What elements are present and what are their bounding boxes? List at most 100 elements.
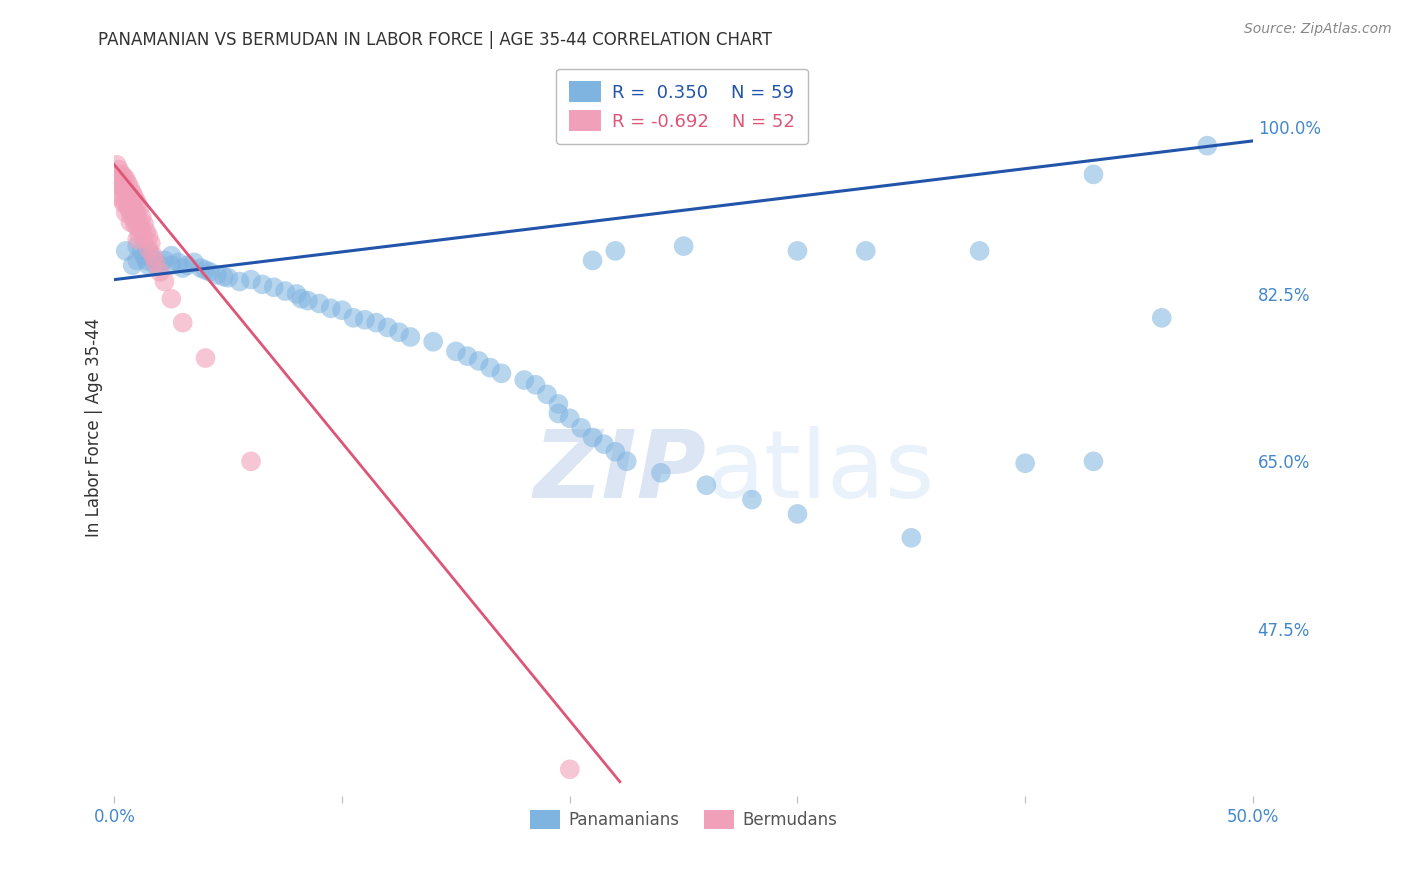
Point xyxy=(194,263,217,277)
Text: Source: ZipAtlas.com: Source: ZipAtlas.com xyxy=(1244,22,1392,37)
Point xyxy=(117,201,139,215)
Point xyxy=(120,191,142,205)
Point xyxy=(160,249,183,263)
Point xyxy=(786,244,808,258)
Point xyxy=(900,531,922,545)
Point xyxy=(855,244,877,258)
Point xyxy=(399,330,422,344)
Point xyxy=(127,232,149,246)
Point xyxy=(581,253,603,268)
Point xyxy=(160,258,183,272)
Point xyxy=(127,253,149,268)
Point xyxy=(138,258,160,272)
Point xyxy=(114,205,136,219)
Point xyxy=(536,387,558,401)
Point xyxy=(172,261,194,276)
Point xyxy=(366,316,388,330)
Point xyxy=(354,312,377,326)
Point xyxy=(616,454,638,468)
Point xyxy=(479,360,502,375)
Point xyxy=(330,303,353,318)
Point xyxy=(217,270,239,285)
Point xyxy=(252,277,274,292)
Point xyxy=(138,244,160,258)
Point xyxy=(145,258,167,272)
Point xyxy=(128,227,150,242)
Point xyxy=(285,287,308,301)
Point xyxy=(167,255,190,269)
Point xyxy=(547,407,569,421)
Point xyxy=(131,223,153,237)
Point xyxy=(190,261,212,276)
Point xyxy=(138,242,160,256)
Point xyxy=(1014,456,1036,470)
Point xyxy=(128,201,150,215)
Point xyxy=(121,211,143,225)
Point xyxy=(1150,310,1173,325)
Point xyxy=(114,182,136,196)
Point xyxy=(114,196,136,211)
Point xyxy=(172,316,194,330)
Point xyxy=(388,325,411,339)
Point xyxy=(105,177,128,191)
Point xyxy=(650,466,672,480)
Point xyxy=(558,411,581,425)
Point xyxy=(308,296,330,310)
Point xyxy=(319,301,342,316)
Point xyxy=(108,186,131,201)
Point xyxy=(605,444,627,458)
Point xyxy=(121,186,143,201)
Point xyxy=(240,454,263,468)
Point xyxy=(121,198,143,212)
Point xyxy=(605,244,627,258)
Point xyxy=(741,492,763,507)
Point xyxy=(228,275,250,289)
Point xyxy=(569,421,592,435)
Point xyxy=(127,208,149,222)
Point xyxy=(110,177,132,191)
Point xyxy=(114,244,136,258)
Point xyxy=(108,162,131,177)
Point xyxy=(138,229,160,244)
Point xyxy=(558,762,581,776)
Point xyxy=(117,186,139,201)
Y-axis label: In Labor Force | Age 35-44: In Labor Force | Age 35-44 xyxy=(86,318,103,537)
Point xyxy=(513,373,536,387)
Point xyxy=(131,211,153,225)
Point xyxy=(127,196,149,211)
Point xyxy=(124,203,146,218)
Point xyxy=(131,244,153,258)
Point xyxy=(547,397,569,411)
Point xyxy=(467,354,489,368)
Point xyxy=(377,320,399,334)
Point xyxy=(145,253,167,268)
Point xyxy=(108,172,131,186)
Point xyxy=(112,169,135,184)
Text: atlas: atlas xyxy=(706,426,935,518)
Point xyxy=(149,265,172,279)
Point xyxy=(110,167,132,181)
Point xyxy=(524,377,547,392)
Point xyxy=(132,231,155,245)
Point xyxy=(139,249,162,263)
Point xyxy=(263,280,285,294)
Point xyxy=(491,367,513,381)
Point xyxy=(1083,167,1105,181)
Point xyxy=(183,255,205,269)
Point xyxy=(786,507,808,521)
Point xyxy=(112,196,135,211)
Point xyxy=(342,310,364,325)
Point xyxy=(593,437,616,451)
Point xyxy=(290,292,312,306)
Point xyxy=(124,191,146,205)
Point xyxy=(160,292,183,306)
Point xyxy=(135,225,157,239)
Point xyxy=(581,430,603,444)
Point xyxy=(205,268,228,282)
Point xyxy=(1197,138,1219,153)
Point xyxy=(672,239,695,253)
Point xyxy=(198,265,221,279)
Point xyxy=(194,351,217,365)
Point xyxy=(132,249,155,263)
Point xyxy=(139,236,162,251)
